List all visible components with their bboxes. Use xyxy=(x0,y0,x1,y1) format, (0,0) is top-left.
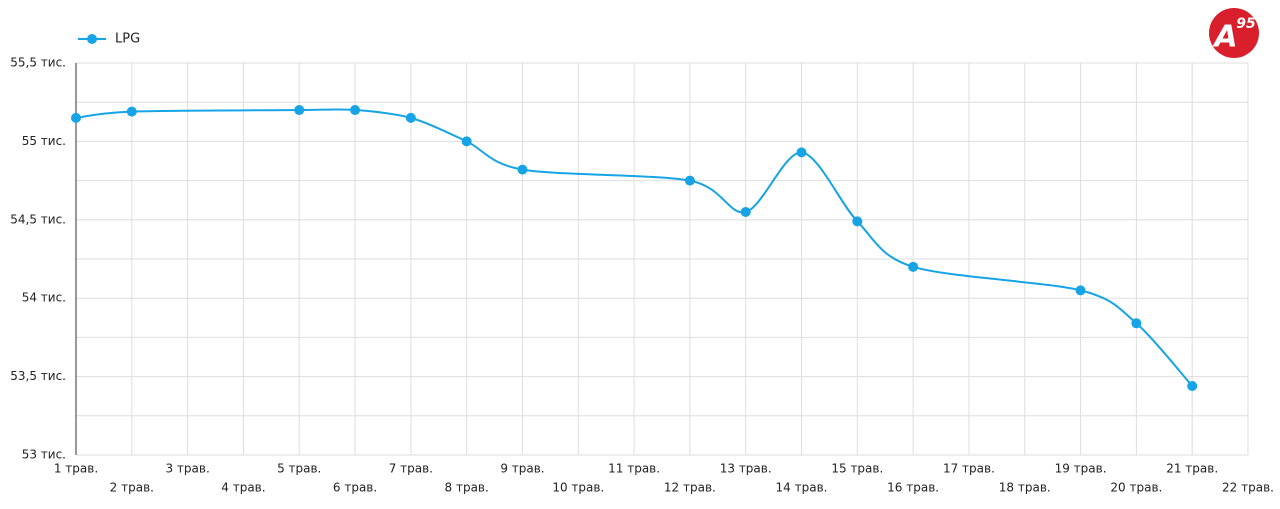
y-tick-label: 54 тис. xyxy=(22,291,66,305)
logo-letter: A xyxy=(1212,20,1237,55)
point xyxy=(126,106,137,117)
y-tick-label: 55,5 тис. xyxy=(10,56,66,70)
x-tick-label: 20 трав. xyxy=(1110,481,1162,495)
x-tick-label: 10 трав. xyxy=(552,481,604,495)
x-tick-label: 15 трав. xyxy=(831,462,883,476)
logo: A 95 xyxy=(1209,8,1259,58)
logo-number: 95 xyxy=(1236,16,1256,32)
point xyxy=(461,136,472,147)
x-tick-label: 9 трав. xyxy=(500,462,544,476)
x-tick-label: 21 трав. xyxy=(1166,462,1218,476)
x-tick-label: 8 трав. xyxy=(445,481,489,495)
x-tick-label: 6 трав. xyxy=(333,481,377,495)
y-tick-label: 55 тис. xyxy=(22,134,66,148)
point xyxy=(350,105,361,116)
point xyxy=(294,105,305,116)
y-tick-label: 53 тис. xyxy=(22,448,66,462)
x-tick-label: 4 трав. xyxy=(221,481,265,495)
y-tick-label: 54,5 тис. xyxy=(10,212,66,226)
x-tick-label: 16 трав. xyxy=(887,481,939,495)
point xyxy=(796,147,807,158)
x-tick-label: 13 трав. xyxy=(720,462,772,476)
point xyxy=(684,175,695,186)
legend-label: LPG xyxy=(115,32,140,47)
x-tick-label: 19 трав. xyxy=(1055,462,1107,476)
x-tick-label: 7 трав. xyxy=(389,462,433,476)
x-tick-label: 12 трав. xyxy=(664,481,716,495)
point xyxy=(1131,318,1142,329)
point xyxy=(740,206,751,217)
x-tick-label: 3 трав. xyxy=(165,462,209,476)
point xyxy=(852,216,863,227)
x-tick-label: 14 трав. xyxy=(776,481,828,495)
x-tick-label: 17 трав. xyxy=(943,462,995,476)
logo-circle xyxy=(1209,8,1259,58)
x-tick-label: 1 трав. xyxy=(54,462,98,476)
x-tick-label: 2 трав. xyxy=(110,481,154,495)
x-tick-label: 11 трав. xyxy=(608,462,660,476)
x-tick-label: 22 трав. xyxy=(1222,481,1274,495)
point xyxy=(1187,381,1198,392)
y-tick-label: 53,5 тис. xyxy=(10,369,66,383)
line xyxy=(75,108,1193,387)
point xyxy=(1075,285,1086,296)
point xyxy=(908,261,919,272)
x-tick-label: 5 трав. xyxy=(277,462,321,476)
x-tick-label: 18 трав. xyxy=(999,481,1051,495)
legend-marker xyxy=(87,34,97,44)
point xyxy=(517,164,528,175)
point xyxy=(405,112,416,123)
point xyxy=(71,112,81,123)
